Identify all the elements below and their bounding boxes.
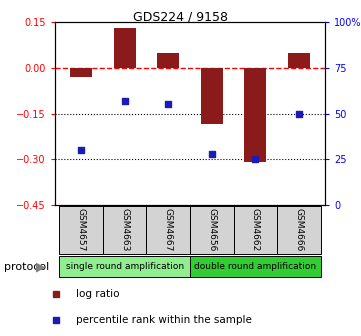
Bar <box>201 68 223 124</box>
Bar <box>70 68 92 77</box>
Text: GSM4663: GSM4663 <box>120 208 129 251</box>
FancyBboxPatch shape <box>277 206 321 254</box>
Text: GSM4657: GSM4657 <box>77 208 86 251</box>
Point <box>296 111 302 116</box>
Text: double round amplification: double round amplification <box>194 261 316 270</box>
Point <box>165 102 171 107</box>
FancyBboxPatch shape <box>190 206 234 254</box>
Bar <box>288 52 310 68</box>
Text: GDS224 / 9158: GDS224 / 9158 <box>133 10 228 23</box>
Bar <box>114 28 136 68</box>
Text: protocol: protocol <box>4 261 49 271</box>
Text: percentile rank within the sample: percentile rank within the sample <box>76 315 252 325</box>
FancyBboxPatch shape <box>59 206 103 254</box>
Text: log ratio: log ratio <box>76 289 120 299</box>
Text: single round amplification: single round amplification <box>66 261 184 270</box>
Point <box>78 148 84 153</box>
Point <box>209 151 215 157</box>
Text: GSM4656: GSM4656 <box>207 208 216 251</box>
Text: ▶: ▶ <box>36 260 45 273</box>
Bar <box>244 68 266 162</box>
Point <box>252 157 258 162</box>
Text: GSM4666: GSM4666 <box>294 208 303 251</box>
Text: GSM4662: GSM4662 <box>251 208 260 251</box>
Bar <box>157 52 179 68</box>
FancyBboxPatch shape <box>234 206 277 254</box>
FancyBboxPatch shape <box>147 206 190 254</box>
Text: GSM4667: GSM4667 <box>164 208 173 251</box>
FancyBboxPatch shape <box>59 256 190 277</box>
FancyBboxPatch shape <box>190 256 321 277</box>
FancyBboxPatch shape <box>103 206 147 254</box>
Point <box>122 98 127 103</box>
